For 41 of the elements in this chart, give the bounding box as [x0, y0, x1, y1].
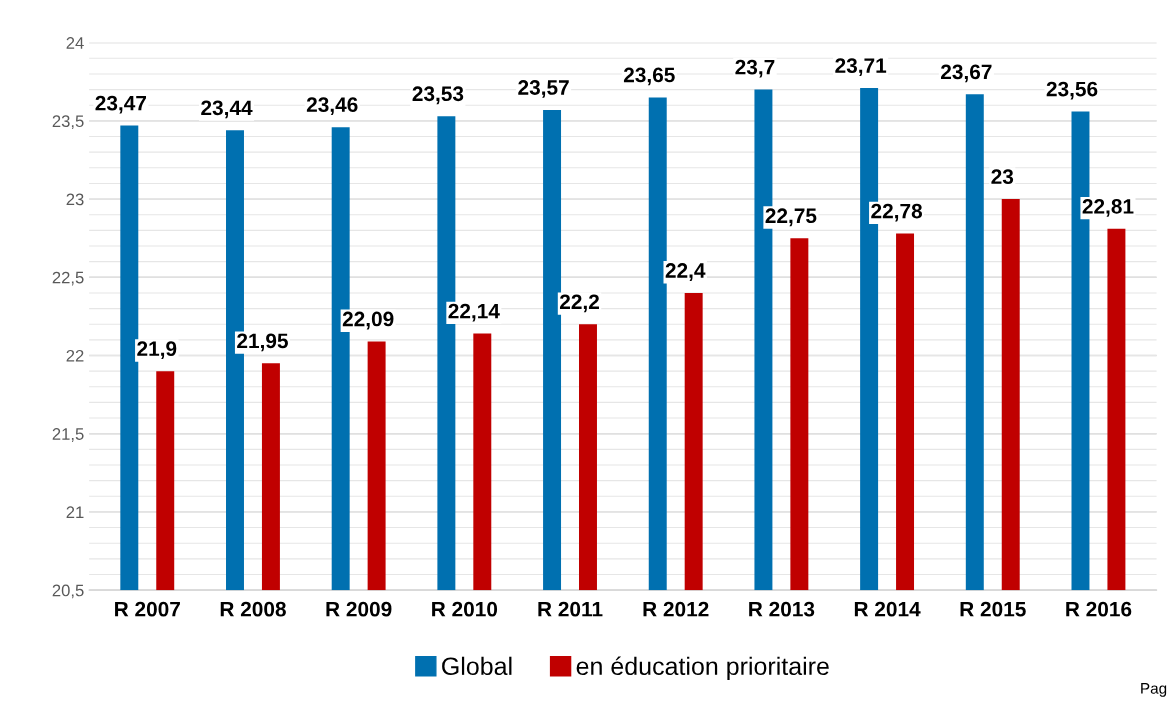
y-tick-label: 21,5: [52, 428, 84, 442]
x-tick-label: R 2016: [1066, 601, 1132, 617]
y-tick-label: 24: [66, 37, 84, 49]
y-tick-label: 23,5: [52, 115, 84, 130]
data-label: 22,09: [342, 311, 394, 330]
data-label: 22,2: [559, 294, 599, 313]
x-tick-label: R 2012: [643, 601, 709, 617]
x-tick-label: R 2010: [432, 601, 498, 617]
data-label: 23,53: [412, 86, 464, 105]
legend-label: Global: [442, 656, 512, 676]
x-tick-label: R 2008: [220, 601, 286, 617]
data-label: 23: [991, 169, 1014, 185]
y-tick-label: 20,5: [52, 584, 84, 599]
legend-label: en éducation prioritaire: [576, 656, 829, 681]
data-label: 23,46: [306, 97, 358, 116]
y-tick-label: 21: [66, 506, 84, 518]
data-label: 22,78: [871, 203, 923, 222]
x-tick-label: R 2011: [538, 601, 603, 617]
data-label: 23,65: [623, 67, 675, 86]
data-label: 22,14: [448, 303, 500, 322]
y-tick-label: 23: [66, 193, 84, 206]
data-label: 23,47: [95, 95, 147, 114]
y-tick-label: 22: [66, 349, 84, 362]
data-label: 22,75: [765, 208, 817, 227]
data-label: 23,56: [1046, 81, 1098, 100]
x-tick-label: R 2014: [854, 601, 921, 617]
data-label: 23,71: [835, 58, 887, 76]
data-label: 23,44: [201, 100, 253, 119]
x-tick-label: R 2007: [115, 601, 180, 617]
data-label: 22,81: [1082, 198, 1134, 217]
data-label: 23,67: [941, 64, 992, 83]
x-tick-label: R 2009: [326, 601, 392, 617]
x-tick-label: R 2015: [960, 601, 1026, 617]
data-label: 22,4: [665, 263, 706, 281]
text: Pag: [1141, 683, 1167, 697]
data-label: 21,9: [137, 341, 177, 360]
data-label: 23,7: [735, 59, 775, 78]
x-tick-label: R 2013: [749, 601, 815, 617]
data-label: 21,95: [237, 333, 288, 352]
data-label: 23,57: [518, 80, 569, 98]
y-tick-label: 22,5: [52, 271, 84, 286]
